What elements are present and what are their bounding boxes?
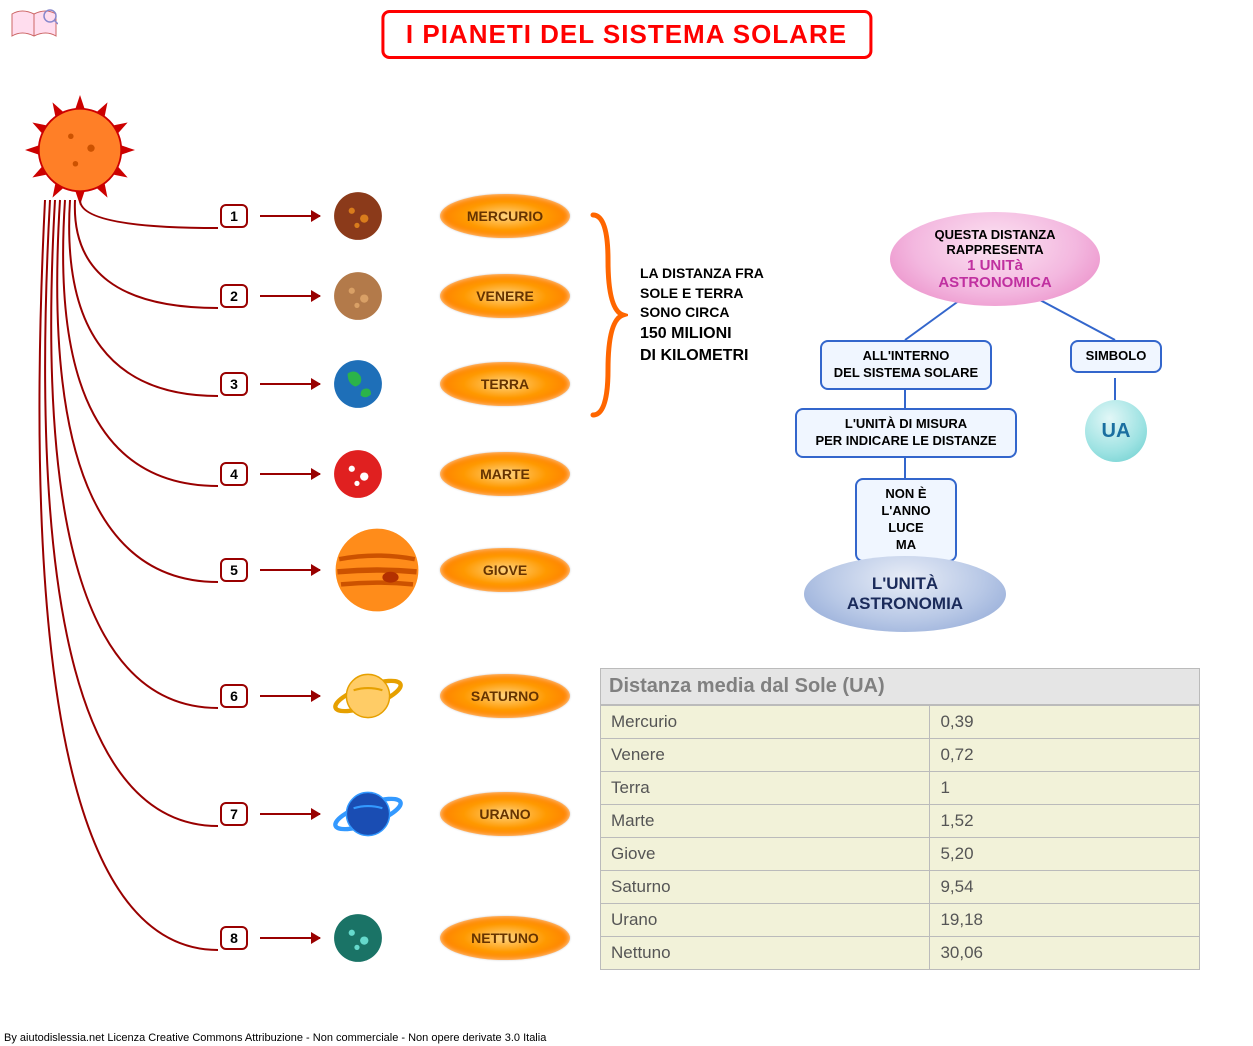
planet-label-marte: MARTE	[440, 452, 570, 496]
planet-icon-nettuno	[332, 912, 384, 964]
table-row: Terra 1	[601, 772, 1200, 805]
planet-row-8: 8	[220, 912, 384, 964]
planet-icon-marte	[332, 448, 384, 500]
planet-number-5: 5	[220, 558, 248, 582]
distance-table: Distanza media dal Sole (UA) Mercurio 0,…	[600, 668, 1200, 970]
table-cell-val: 1	[930, 772, 1200, 805]
table-row: Saturno 9,54	[601, 871, 1200, 904]
planet-icon-mercurio	[332, 190, 384, 242]
distance-note: LA DISTANZA FRA SOLE E TERRA SONO CIRCA …	[640, 264, 820, 368]
table-row: Mercurio 0,39	[601, 706, 1200, 739]
planet-row-6: 6	[220, 660, 404, 732]
page-title: I PIANETI DEL SISTEMA SOLARE	[381, 10, 872, 59]
table-cell-name: Urano	[601, 904, 930, 937]
planet-number-8: 8	[220, 926, 248, 950]
planet-number-7: 7	[220, 802, 248, 826]
concept-box-3: NON È L'ANNO LUCE MA	[855, 478, 957, 562]
planet-icon-venere	[332, 270, 384, 322]
footer-credit: By aiutodislessia.net Licenza Creative C…	[4, 1032, 546, 1044]
arrow-icon	[260, 695, 320, 697]
arrow-icon	[260, 813, 320, 815]
concept-unit-ellipse: L'UNITÀ ASTRONOMIA	[804, 556, 1006, 632]
table-cell-val: 9,54	[930, 871, 1200, 904]
planet-icon-saturno	[332, 660, 404, 732]
sun-icon	[25, 95, 135, 205]
arrow-icon	[260, 215, 320, 217]
planet-row-2: 2	[220, 270, 384, 322]
planet-label-giove: GIOVE	[440, 548, 570, 592]
planet-number-4: 4	[220, 462, 248, 486]
table-row: Giove 5,20	[601, 838, 1200, 871]
table-cell-name: Venere	[601, 739, 930, 772]
table-cell-val: 30,06	[930, 937, 1200, 970]
planet-label-nettuno: NETTUNO	[440, 916, 570, 960]
concept-box-2: L'UNITÀ DI MISURA PER INDICARE LE DISTAN…	[795, 408, 1017, 458]
table-cell-val: 1,52	[930, 805, 1200, 838]
table-header: Distanza media dal Sole (UA)	[600, 668, 1200, 705]
table-cell-name: Mercurio	[601, 706, 930, 739]
arrow-icon	[260, 295, 320, 297]
table-cell-name: Nettuno	[601, 937, 930, 970]
planet-label-urano: URANO	[440, 792, 570, 836]
table-cell-val: 0,72	[930, 739, 1200, 772]
planet-label-mercurio: MERCURIO	[440, 194, 570, 238]
planet-row-3: 3	[220, 358, 384, 410]
planet-label-saturno: SATURNO	[440, 674, 570, 718]
planet-icon-terra	[332, 358, 384, 410]
arrow-icon	[260, 937, 320, 939]
concept-simbolo: SIMBOLO	[1070, 340, 1162, 373]
table-row: Urano 19,18	[601, 904, 1200, 937]
arrow-icon	[260, 383, 320, 385]
concept-ua-circle: UA	[1085, 400, 1147, 462]
table-cell-val: 19,18	[930, 904, 1200, 937]
planet-label-terra: TERRA	[440, 362, 570, 406]
table-cell-val: 5,20	[930, 838, 1200, 871]
table-row: Marte 1,52	[601, 805, 1200, 838]
table-cell-name: Marte	[601, 805, 930, 838]
concept-root: QUESTA DISTANZA RAPPRESENTA 1 UNITà ASTR…	[890, 212, 1100, 306]
planet-row-7: 7	[220, 778, 404, 850]
concept-box-1: ALL'INTERNO DEL SISTEMA SOLARE	[820, 340, 992, 390]
table-cell-name: Giove	[601, 838, 930, 871]
planet-icon-urano	[332, 778, 404, 850]
planet-number-6: 6	[220, 684, 248, 708]
planet-label-venere: VENERE	[440, 274, 570, 318]
arrow-icon	[260, 473, 320, 475]
arrow-icon	[260, 569, 320, 571]
table-cell-name: Terra	[601, 772, 930, 805]
planet-row-4: 4	[220, 448, 384, 500]
planet-row-5: 5	[220, 525, 422, 615]
planet-number-2: 2	[220, 284, 248, 308]
planet-number-1: 1	[220, 204, 248, 228]
planet-icon-giove	[332, 525, 422, 615]
table-cell-name: Saturno	[601, 871, 930, 904]
planet-number-3: 3	[220, 372, 248, 396]
book-icon	[10, 6, 58, 42]
table-row: Nettuno 30,06	[601, 937, 1200, 970]
planet-row-1: 1	[220, 190, 384, 242]
table-row: Venere 0,72	[601, 739, 1200, 772]
table-cell-val: 0,39	[930, 706, 1200, 739]
bracket-icon	[588, 210, 628, 420]
